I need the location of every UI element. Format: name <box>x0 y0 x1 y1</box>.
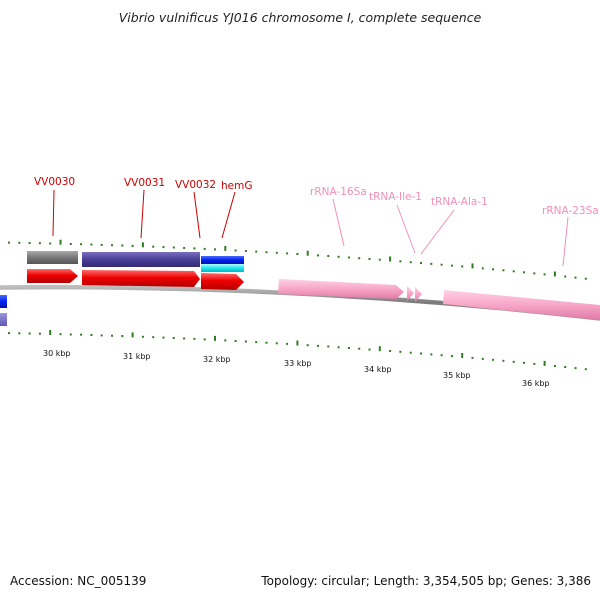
gene-label-hemg: hemG <box>221 180 252 192</box>
scale-label-33kbp: 33 kbp <box>284 359 312 368</box>
sequence-summary: Topology: circular; Length: 3,354,505 bp… <box>261 574 591 588</box>
leader-hemg <box>221 191 236 239</box>
feature-blue-left <box>0 295 7 308</box>
feature-lavender-left <box>0 313 7 326</box>
scale-label-31kbp: 31 kbp <box>123 352 151 361</box>
cds-arrow-vv0032 <box>201 273 244 290</box>
scale-label-32kbp: 32 kbp <box>203 355 231 364</box>
leader-rrna-16sa <box>332 198 345 247</box>
leader-trna-ile-1 <box>396 204 416 254</box>
gene-label-vv0032: VV0032 <box>175 179 216 191</box>
cds-arrow-vv0030 <box>27 269 78 283</box>
leader-trna-ala-1 <box>420 209 455 255</box>
cds-arrow-vv0031 <box>82 270 200 287</box>
leader-rrna-23sa <box>562 216 569 267</box>
gene-label-vv0030: VV0030 <box>34 176 75 188</box>
map-title: Vibrio vulnificus YJ016 chromosome I, co… <box>118 10 482 25</box>
gene-block-vv0030 <box>27 251 78 264</box>
scale-label-35kbp: 35 kbp <box>443 371 471 380</box>
accession-text: Accession: NC_005139 <box>10 574 147 588</box>
gene-label-vv0031: VV0031 <box>124 177 165 189</box>
rna-label-rrna-23sa: rRNA-23Sa <box>542 205 599 217</box>
rna-arrow-23s <box>443 290 600 320</box>
gene-block-hemg <box>201 264 244 272</box>
leader-vv0030 <box>52 189 55 237</box>
scale-label-36kbp: 36 kbp <box>522 379 550 388</box>
rna-arrow-16s <box>278 279 404 299</box>
leader-vv0032 <box>193 191 201 239</box>
lower-tick-track <box>8 330 587 371</box>
rna-label-trna-ala-1: tRNA-Ala-1 <box>431 196 488 208</box>
gene-block-vv0032 <box>201 256 244 264</box>
leader-vv0031 <box>140 189 145 239</box>
gene-block-vv0031 <box>82 252 200 267</box>
scale-label-34kbp: 34 kbp <box>364 365 392 374</box>
scale-label-30kbp: 30 kbp <box>43 349 71 358</box>
rna-arrow-ile <box>407 286 414 301</box>
rna-arrow-ala <box>415 287 422 302</box>
rna-label-rrna-16sa: rRNA-16Sa <box>310 186 367 198</box>
rna-label-trna-ile-1: tRNA-Ile-1 <box>369 191 422 203</box>
upper-tick-track <box>8 239 587 280</box>
